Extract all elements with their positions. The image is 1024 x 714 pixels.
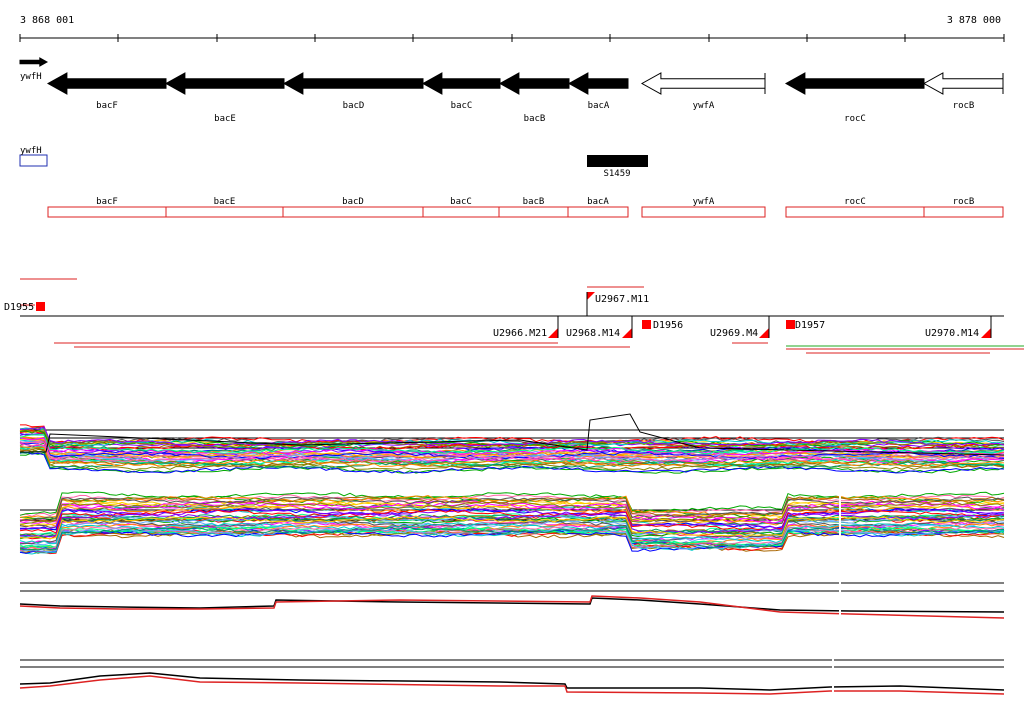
coordinate-end-label: 3 878 000 [947,15,1001,26]
probe-marker-U2968.M14[interactable] [622,328,632,338]
gene-label-bacC: bacC [451,101,473,111]
profile-series-line [19,436,1005,456]
profile-series-line [19,447,1005,468]
rna-box-rocC[interactable] [785,206,925,218]
profile-series-line [19,446,1005,467]
profile-series-line [19,449,1005,471]
rna-label-bacE: bacE [214,197,236,207]
probe-marker-D1957[interactable] [786,320,795,329]
profile-series-line [20,413,1005,456]
gene-arrow-bacE[interactable] [164,72,285,95]
profile-black-line [19,597,1005,613]
gene-annotation-track: ywfH bacF bacE bacD bacC bacB bacA ywfA rocC rocB [19,57,1004,124]
profile-black-line [19,672,1005,691]
profile-series-line [19,426,1005,447]
gene-arrow-ywfA[interactable] [640,72,766,95]
probe-label-U2968.M14: U2968.M14 [566,328,620,339]
rna-box-bacB[interactable] [498,206,569,218]
probe-marker-U2969.M4[interactable] [759,328,769,338]
rna-label-rocC: rocC [844,197,866,207]
gene-label-bacE: bacE [214,114,236,124]
probe-marker-U2966.M21[interactable] [548,328,558,338]
probe-segment-track: D1955 U2967.M11 U2966.M21 U2968.M14 D1956 U29… [4,278,1024,354]
S1459-feature-label: S1459 [603,169,630,179]
probe-label-U2966.M21: U2966.M21 [493,328,547,339]
gene-label-rocC: rocC [844,114,866,124]
feature-track: ywfH S1459 [19,146,648,179]
gene-arrow-bacB[interactable] [498,72,570,95]
rna-label-bacA: bacA [587,197,609,207]
gene-label-bacD: bacD [343,101,365,111]
gene-arrow-ywfH[interactable] [19,57,49,67]
gene-arrow-bacA[interactable] [567,72,629,95]
rna-box-bacE[interactable] [165,206,284,218]
probe-label-U2970.M14: U2970.M14 [925,328,979,339]
profile-red-line [19,675,1005,695]
gene-arrow-bacF[interactable] [46,72,167,95]
ywfH-feature-label: ywfH [20,146,42,156]
gene-label-rocB: rocB [953,101,975,111]
gene-arrow-bacD[interactable] [282,72,424,95]
S1459-feature-bar[interactable] [587,155,648,167]
profile-series-line [19,434,1005,455]
coordinate-start-label: 3 868 001 [20,15,74,26]
probe-label-D1956: D1956 [653,320,683,331]
probe-label-D1955: D1955 [4,302,34,313]
ywfH-feature-box[interactable] [19,154,48,167]
rna-box-bacD[interactable] [282,206,424,218]
gene-label-bacB: bacB [524,114,546,124]
rna-box-bacC[interactable] [422,206,500,218]
rna-label-bacC: bacC [450,197,472,207]
profile-series-line [19,430,1005,451]
rna-box-ywfA[interactable] [641,206,766,218]
rna-box-bacF[interactable] [47,206,167,218]
transcript-box-track: bacF bacE bacD bacC bacB bacA ywfA rocC rocB [47,197,1004,218]
profile-series-line [20,441,1005,463]
gene-arrow-rocB[interactable] [922,72,1004,95]
gene-label-bacA: bacA [588,101,610,111]
gene-label-ywfA: ywfA [693,101,715,111]
rna-label-bacD: bacD [342,197,364,207]
probe-marker-U2967.M11[interactable] [587,292,595,300]
profile-series-line [19,432,1005,451]
ruler-ticks [19,34,1005,42]
profile-series-line [19,451,1005,474]
gene-arrow-rocC[interactable] [784,72,925,95]
profile-series-line [19,440,1005,463]
gene-label-ywfH: ywfH [20,72,42,82]
gene-arrow-bacC[interactable] [421,72,501,95]
rna-label-rocB: rocB [953,197,975,207]
coordinate-ruler: 3 868 001 3 878 000 [19,15,1005,42]
profile-series-line [19,429,1004,449]
rna-box-bacA[interactable] [567,206,629,218]
probe-label-U2967.M11: U2967.M11 [595,294,649,305]
probe-marker-D1956[interactable] [642,320,651,329]
probe-label-U2969.M4: U2969.M4 [710,328,758,339]
rna-label-ywfA: ywfA [693,197,715,207]
probe-label-D1957: D1957 [795,320,825,331]
expression-profiles [19,413,1005,700]
rna-label-bacB: bacB [523,197,545,207]
rna-label-bacF: bacF [96,197,118,207]
probe-marker-U2970.M14[interactable] [981,328,991,338]
rna-box-rocB[interactable] [923,206,1004,218]
gene-label-bacF: bacF [96,101,118,111]
profile-series-line [19,451,1005,470]
profile-red-line [19,595,1005,619]
probe-marker-D1955[interactable] [36,302,45,311]
